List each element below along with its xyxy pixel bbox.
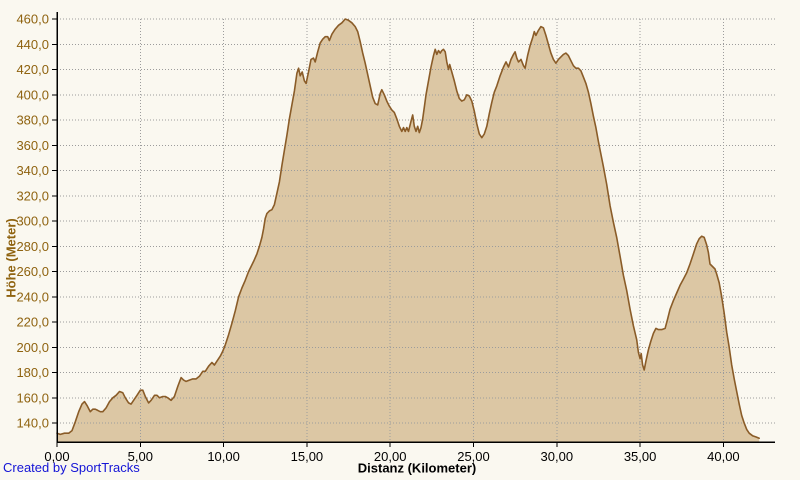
y-tick-label: 400,0 (16, 87, 49, 102)
y-tick-label: 440,0 (16, 37, 49, 52)
y-tick-label: 240,0 (16, 289, 49, 304)
x-tick-label: 5,00 (128, 449, 153, 464)
y-tick-label: 420,0 (16, 62, 49, 77)
y-axis-title: Höhe (Meter) (3, 218, 19, 298)
y-tick-label: 280,0 (16, 239, 49, 254)
x-tick-label: 25,00 (457, 449, 490, 464)
y-tick-label: 320,0 (16, 188, 49, 203)
x-tick-label: 35,00 (624, 449, 657, 464)
elevation-line (56, 18, 760, 439)
x-axis-title: Distanz (Kilometer) (357, 460, 477, 476)
y-tick-label: 300,0 (16, 214, 49, 229)
y-tick-label: 200,0 (16, 340, 49, 355)
y-tick-label: 460,0 (16, 12, 49, 27)
y-tick-label: 180,0 (16, 365, 49, 380)
x-tick-label: 30,00 (541, 449, 574, 464)
elevation-area (57, 19, 760, 442)
credit-text: Created by SportTracks (3, 460, 140, 475)
x-tick-label: 10,00 (207, 449, 240, 464)
x-tick-label: 15,00 (291, 449, 324, 464)
y-tick-label: 220,0 (16, 315, 49, 330)
y-tick-label: 380,0 (16, 113, 49, 128)
y-tick-label: 160,0 (16, 390, 49, 405)
y-tick-label: 360,0 (16, 138, 49, 153)
x-tick-label: 40,00 (707, 449, 740, 464)
x-tick-label: 0,00 (44, 449, 69, 464)
y-tick-label: 260,0 (16, 264, 49, 279)
x-tick-label: 20,00 (374, 449, 407, 464)
y-tick-label: 340,0 (16, 163, 49, 178)
y-tick-label: 140,0 (16, 416, 49, 431)
